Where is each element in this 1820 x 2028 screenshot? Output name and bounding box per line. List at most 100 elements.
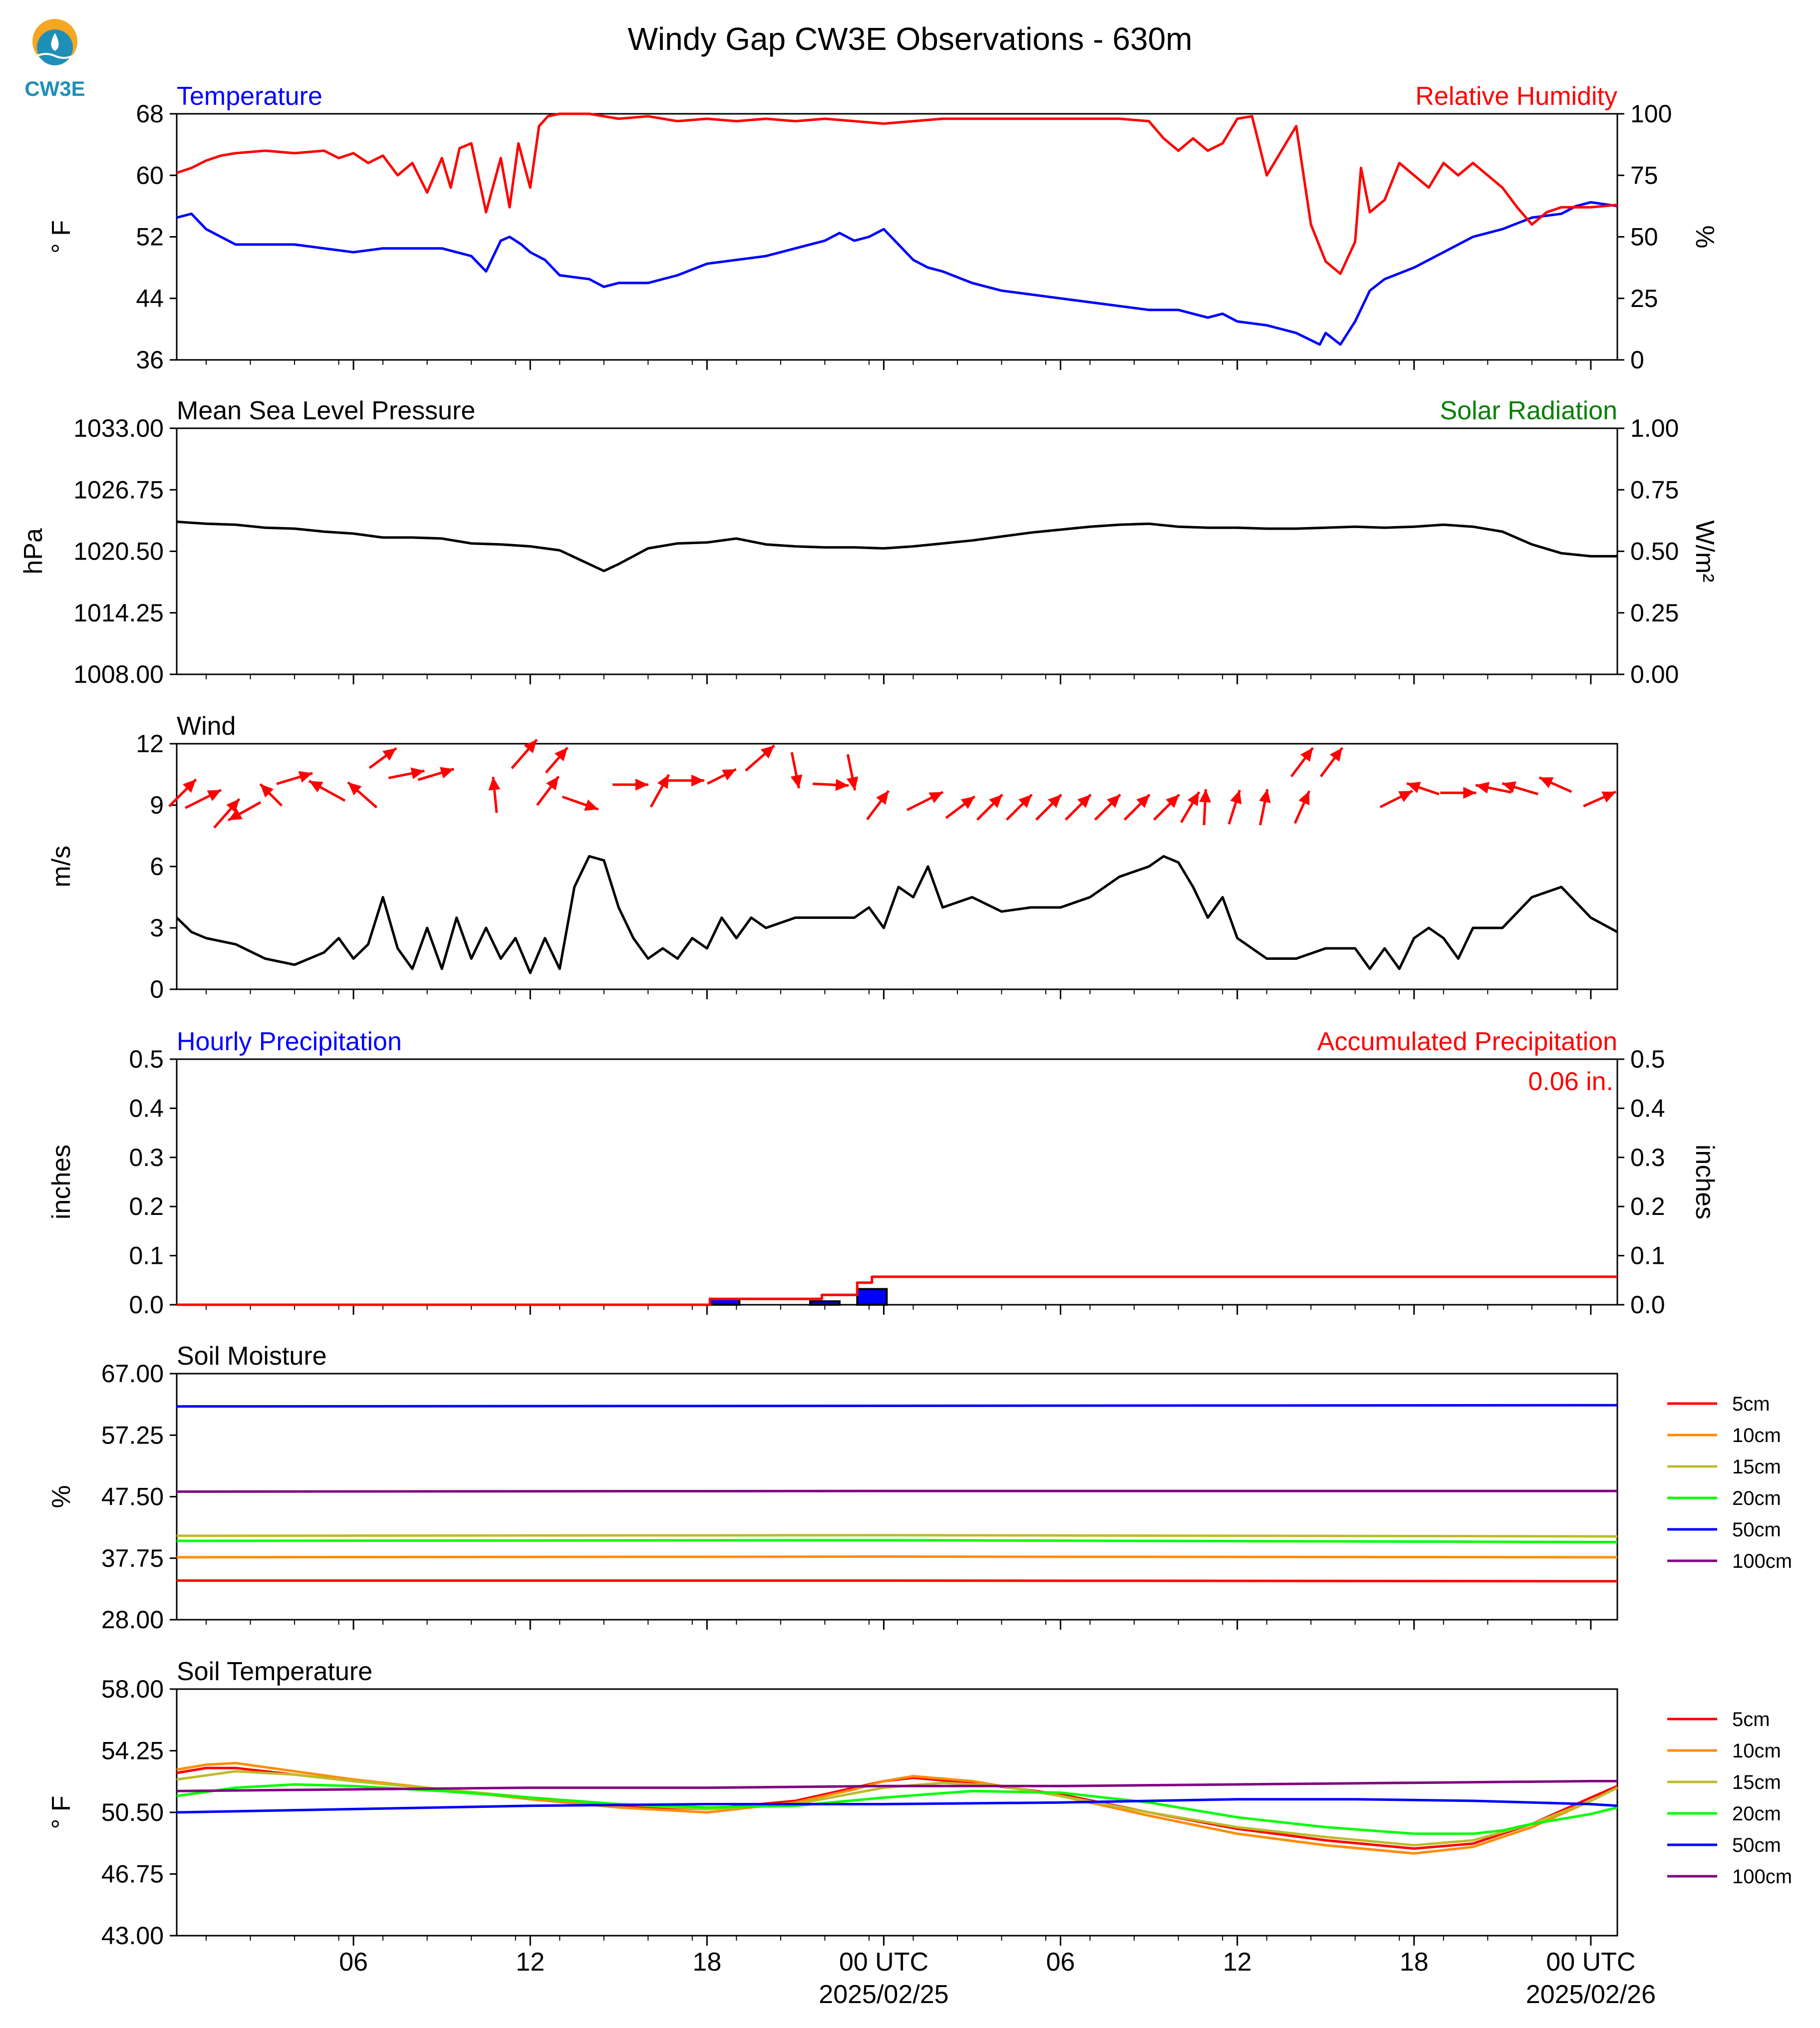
legend-label: 20cm — [1732, 1803, 1781, 1825]
panel-title-left: Hourly Precipitation — [177, 1027, 402, 1056]
y-axis-label: inches — [47, 1145, 76, 1219]
x-tick-label: 06 — [339, 1948, 368, 1977]
y-tick-label: 0.5 — [129, 1045, 164, 1073]
wind-arrow-head — [1502, 781, 1517, 793]
y-axis-label: % — [47, 1485, 76, 1508]
series-line-50cm — [176, 1798, 1618, 1814]
panel-title-left: Wind — [177, 712, 236, 741]
legend-label: 50cm — [1732, 1519, 1781, 1541]
wind-arrow-head — [1407, 782, 1421, 794]
x-date-label: 2025/02/26 — [1526, 1980, 1656, 2009]
y-axis-label-right: W/m² — [1690, 520, 1719, 582]
wind-arrow-head — [1476, 782, 1490, 794]
logo-text: CW3E — [24, 77, 85, 100]
wind-arrow-head — [989, 794, 1003, 808]
panel-title-right: Relative Humidity — [1415, 82, 1617, 111]
y-tick-label: 43.00 — [101, 1922, 164, 1950]
wind-arrow-head — [1259, 789, 1271, 803]
wind-arrow-head — [960, 796, 975, 809]
panel-title-left: Mean Sea Level Pressure — [177, 396, 475, 425]
y-axis-label-right: % — [1690, 225, 1719, 248]
y-tick-label-right: 0.1 — [1630, 1242, 1665, 1270]
series-line-15cm — [176, 1770, 1618, 1847]
y-tick-label-right: 0.3 — [1630, 1144, 1665, 1171]
y-tick-label: 57.25 — [101, 1421, 164, 1449]
x-tick-label: 18 — [692, 1948, 721, 1977]
wind-arrow-head — [1398, 791, 1413, 802]
wind-arrow-head — [584, 799, 599, 811]
wind-arrow-head — [790, 774, 803, 789]
cw3e-logo: CW3E — [24, 19, 85, 100]
wind-arrow-head — [928, 792, 943, 804]
wind-arrow-head — [1187, 792, 1200, 806]
panel-frame — [176, 1688, 1618, 1937]
y-tick-label-right: 100 — [1630, 100, 1672, 128]
wind-arrow-head — [1136, 794, 1150, 808]
wind-arrow-head — [382, 748, 397, 761]
figure-title: Windy Gap CW3E Observations - 630m — [627, 21, 1192, 57]
temperature-humidity-panel: Temperature Relative Humidity 36 44 52 60 68 0 2… — [47, 82, 1719, 374]
wind-arrow-head — [440, 767, 454, 779]
precipitation-panel: Hourly Precipitation Accumulated Precipit… — [47, 1027, 1719, 1319]
y-tick-label-right: 0.50 — [1630, 538, 1679, 566]
panel-frame — [176, 427, 1618, 675]
y-tick-label: 1033.00 — [73, 414, 164, 442]
wind-arrow-head — [298, 771, 313, 783]
wind-arrow-head — [182, 779, 196, 793]
y-tick-label-right: 50 — [1630, 223, 1658, 251]
y-tick-label: 37.75 — [101, 1544, 164, 1572]
y-tick-label: 46.75 — [101, 1860, 164, 1888]
wind-arrow-head — [1539, 777, 1554, 789]
precip-total-label: 0.06 in. — [1528, 1067, 1613, 1096]
panel-frame — [176, 1058, 1618, 1306]
y-tick-label: 54.25 — [101, 1737, 164, 1765]
x-axis-labels: 06 12 18 00 UTC 2025/02/25 06 12 18 00 UTC 2025/0… — [339, 1948, 1656, 2009]
precip-bar — [856, 1288, 888, 1306]
wind-arrow-head — [1077, 794, 1091, 808]
series-line-20cm — [176, 1539, 1618, 1543]
series-line-15cm — [176, 1534, 1618, 1538]
wind-arrow-head — [1048, 794, 1062, 808]
wind-arrow-head — [876, 791, 889, 805]
wind-arrow-head — [1463, 787, 1477, 799]
y-tick-label: 3 — [150, 914, 164, 942]
panel-frame — [176, 1373, 1618, 1621]
x-tick-label: 12 — [1223, 1948, 1252, 1977]
panel-frame — [176, 743, 1618, 990]
y-tick-label: 0.4 — [129, 1094, 164, 1122]
wind-arrow-head — [835, 779, 849, 791]
panel-title-right: Accumulated Precipitation — [1317, 1027, 1617, 1056]
y-tick-label-right: 1.00 — [1630, 414, 1679, 442]
wind-arrow-head — [228, 809, 243, 821]
legend-label: 20cm — [1732, 1487, 1781, 1509]
y-tick-label-right: 0.25 — [1630, 599, 1679, 627]
wind-arrow-head — [1230, 790, 1242, 805]
wind-arrow-head — [760, 745, 775, 759]
x-tick-label: 12 — [516, 1948, 545, 1977]
y-tick-label-right: 0.00 — [1630, 660, 1679, 688]
y-tick-label: 60 — [136, 161, 164, 189]
y-tick-label-right: 0.2 — [1630, 1192, 1665, 1220]
wind-arrow-head — [1018, 794, 1032, 808]
x-tick-label: 00 UTC — [839, 1948, 928, 1977]
wind-arrow-head — [1601, 791, 1616, 803]
y-tick-label-right: 0.4 — [1630, 1094, 1665, 1122]
y-tick-label-right: 0.75 — [1630, 476, 1679, 504]
legend-label: 50cm — [1732, 1834, 1781, 1856]
y-tick-label: 0.0 — [129, 1291, 164, 1319]
wind-panel: Wind 0 3 6 9 12 m/s — [47, 712, 1618, 1003]
y-tick-label: 0.2 — [129, 1192, 164, 1220]
wind-arrow-head — [260, 784, 274, 798]
y-tick-label: 1026.75 — [73, 476, 164, 504]
y-tick-label: 0.3 — [129, 1144, 164, 1171]
x-tick-label: 18 — [1400, 1948, 1429, 1977]
y-axis-label: hPa — [19, 528, 48, 575]
y-axis-label: ° F — [47, 1795, 76, 1829]
wind-arrow-head — [348, 782, 362, 796]
legend-label: 100cm — [1732, 1866, 1792, 1888]
y-tick-label: 68 — [136, 100, 164, 128]
y-tick-label: 50.50 — [101, 1798, 164, 1826]
y-tick-label: 36 — [136, 346, 164, 374]
wind-arrow-head — [1300, 748, 1313, 762]
panel-frame — [176, 113, 1618, 361]
